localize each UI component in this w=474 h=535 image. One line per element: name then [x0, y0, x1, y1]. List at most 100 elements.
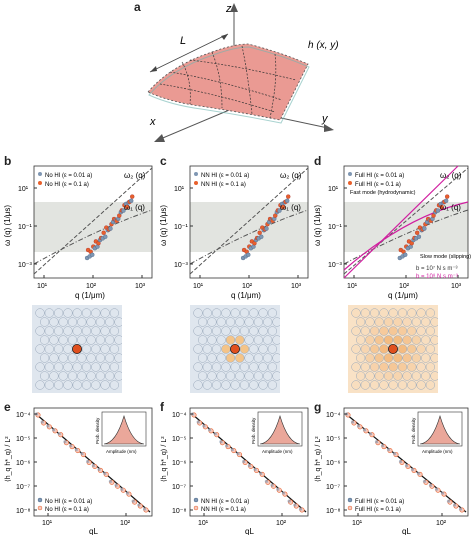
lattice-bead [100, 362, 110, 372]
membrane-grid [159, 45, 297, 119]
lattice-bead [235, 335, 245, 345]
lattice-bead [197, 335, 208, 345]
y-tick-label: 10⁻¹ [18, 224, 32, 231]
legend-marker [38, 172, 42, 176]
y-tick-label: 10⁻⁸ [326, 508, 340, 515]
lattice-bead [383, 335, 394, 345]
data-point-large [130, 194, 135, 199]
y-axis-label: ⟨h_q h*_q⟩ / L² [314, 436, 322, 482]
height-label: h (x, y) [308, 40, 339, 51]
curve-label-omega1: ω₁ (q) [124, 203, 145, 212]
lattice-bead [193, 326, 203, 336]
lattice-bead [407, 308, 417, 318]
lattice-bead [207, 353, 217, 363]
lattice-bead [355, 353, 366, 363]
lattice-bead [244, 371, 254, 381]
lattice-bead [383, 317, 394, 327]
lattice-bead [105, 353, 115, 363]
lattice-bead [193, 362, 203, 372]
data-point-large [444, 194, 450, 199]
lattice-bead [253, 335, 264, 345]
data-point-small [196, 420, 200, 424]
x-axis-arrow [154, 134, 165, 142]
y-tick-label: 10¹ [174, 186, 185, 193]
legend-marker [347, 505, 353, 511]
lattice-bead [193, 308, 203, 318]
lattice-bead [77, 353, 87, 363]
legend-entry: No HI (ε = 0.01 a) [45, 173, 92, 179]
legend-marker [348, 181, 352, 185]
data-point-small [242, 459, 246, 464]
lattice-bead [379, 380, 389, 390]
lattice-bead [72, 308, 82, 318]
x-axis-label: q (1/μm) [388, 291, 418, 300]
lattice-bead [100, 380, 110, 390]
x-axis-label: q (1/μm) [231, 291, 261, 300]
curve-omega1 [343, 209, 469, 265]
lattice-bead [407, 344, 417, 354]
lattice-bead [244, 353, 254, 363]
curve-label-omega2: ω₂ (q) [440, 171, 462, 180]
lattice-bead [216, 353, 226, 363]
data-point-small [46, 424, 50, 428]
data-point-small [374, 440, 379, 444]
legend-entry: NN HI (ε = 0.01 a) [201, 499, 249, 505]
y-tick-label: 10⁻⁶ [16, 460, 30, 467]
data-point-small [398, 459, 403, 464]
curve-label-omega1: ω₁ (q) [440, 203, 461, 212]
lattice-bead [53, 380, 64, 390]
y-tick-label: 10⁻⁵ [172, 436, 186, 443]
curve-label-omega2: ω₂ (q) [124, 171, 146, 180]
lattice-bead [216, 317, 226, 327]
lattice-bead [81, 308, 92, 318]
lattice-bead [360, 344, 370, 354]
lattice-bead [365, 335, 375, 345]
lattice-bead [239, 380, 250, 390]
data-point-small [86, 459, 90, 464]
data-point-small [443, 198, 449, 203]
y-tick-label: 10⁻¹ [174, 224, 188, 231]
y-axis-label: ω (q) (1/μs) [159, 205, 168, 246]
b-value-2: b = 10⁸ N s m⁻³ [416, 273, 458, 280]
lattice-bead [202, 326, 212, 336]
data-point-small [416, 234, 422, 240]
lattice-bead [86, 371, 96, 381]
lattice-bead [44, 362, 54, 372]
y-tick-label: 10⁻⁶ [172, 460, 186, 467]
lattice-bead [397, 362, 408, 372]
lattice-bead [425, 380, 436, 390]
length-indicator [149, 33, 229, 73]
lattice-bead [258, 308, 268, 318]
data-point-small [281, 491, 286, 495]
lattice-bead [39, 353, 50, 363]
lattice-bead [197, 353, 208, 363]
lattice-bead [235, 353, 245, 363]
lattice-bead [225, 317, 236, 327]
lattice-bead [239, 344, 250, 354]
curve-omega2 [343, 167, 469, 275]
lattice-bead [379, 308, 389, 318]
lattice-bead [355, 317, 366, 327]
lattice-bead [81, 344, 92, 354]
lattice-bead [49, 353, 59, 363]
lattice-bead [86, 353, 96, 363]
lattice-bead [351, 326, 361, 336]
data-point-small [63, 440, 67, 444]
curve-label-omega2: ω₂ (q) [280, 171, 302, 180]
inset-x-label: Amplitude (nm) [262, 449, 293, 454]
inset-distribution [419, 414, 461, 445]
lattice-full-hi [348, 305, 438, 393]
lattice-bead [249, 380, 259, 390]
lattice-bead [411, 317, 422, 327]
lattice-bead [263, 371, 273, 381]
lattice-bead [374, 371, 384, 381]
data-point-small [458, 507, 463, 511]
y-tick-label: 10⁻¹ [328, 224, 342, 231]
inset-y-label: Prob. density [251, 417, 256, 444]
lattice-bead [197, 317, 208, 327]
data-point-small [120, 487, 124, 491]
lattice-bead [388, 326, 398, 336]
lattice-bead [100, 344, 110, 354]
inset-distribution [103, 414, 145, 445]
central-bead [72, 344, 83, 355]
